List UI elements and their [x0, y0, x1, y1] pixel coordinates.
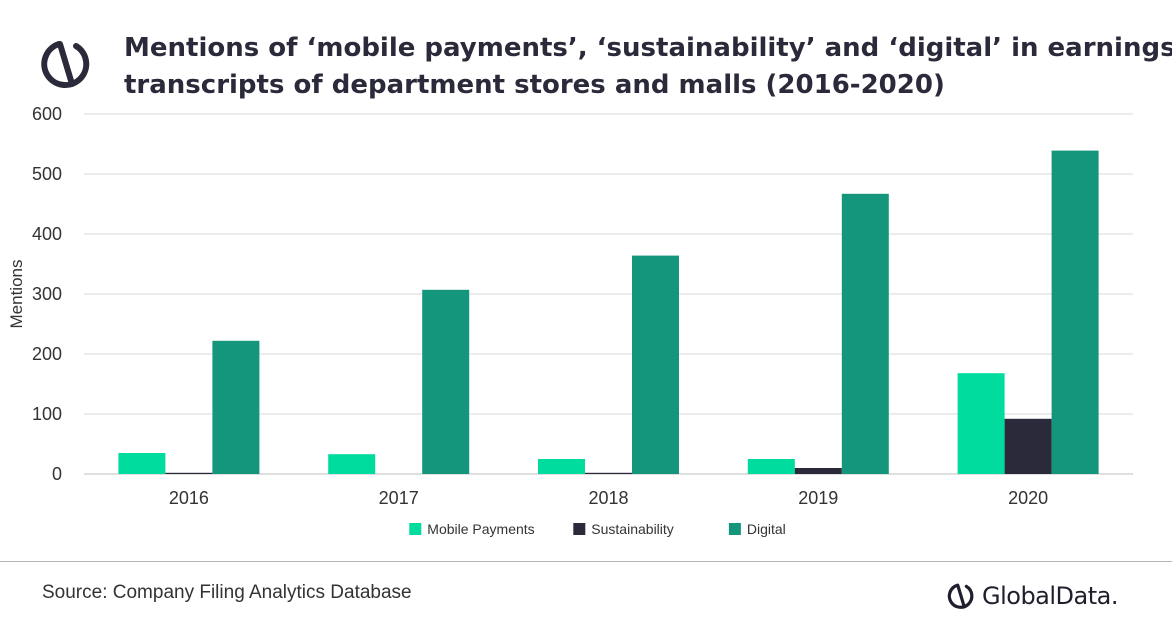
- chart-title-line-2: transcripts of department stores and mal…: [124, 70, 945, 100]
- y-tick-label: 600: [32, 104, 62, 124]
- bar-mobile-payments: [957, 373, 1005, 474]
- bar-digital: [422, 289, 470, 474]
- bar-sustainability: [1004, 418, 1052, 474]
- globaldata-logo-icon: [41, 41, 90, 89]
- chart-title-line-1: Mentions of ‘mobile payments’, ‘sustaina…: [124, 33, 1172, 63]
- footer-divider: [0, 561, 1172, 562]
- brand-name: GlobalData.: [982, 582, 1119, 610]
- bar-sustainability: [165, 472, 213, 474]
- chart-title: Mentions of ‘mobile payments’, ‘sustaina…: [124, 30, 1172, 104]
- legend-swatch: [728, 523, 741, 535]
- y-tick-label: 0: [52, 464, 62, 484]
- bar-digital: [1051, 150, 1099, 474]
- legend-label: Sustainability: [591, 521, 674, 537]
- x-tick-label: 2020: [1008, 488, 1048, 508]
- bar-digital: [632, 255, 679, 474]
- x-tick-label: 2017: [379, 488, 419, 508]
- y-tick-label: 100: [32, 404, 62, 424]
- legend-label: Digital: [747, 521, 786, 537]
- bar-mobile-payments: [538, 459, 585, 474]
- x-tick-label: 2016: [169, 488, 209, 508]
- bar-digital: [212, 340, 260, 474]
- brand-logo: GlobalData.: [946, 578, 1119, 614]
- y-tick-label: 400: [32, 224, 62, 244]
- globaldata-brand-icon: [947, 583, 974, 609]
- legend-swatch: [409, 523, 422, 535]
- x-tick-label: 2018: [588, 488, 628, 508]
- y-tick-label: 500: [32, 164, 62, 184]
- y-tick-label: 300: [32, 284, 62, 304]
- x-tick-label: 2019: [798, 488, 838, 508]
- legend-label: Mobile Payments: [427, 521, 534, 537]
- bar-sustainability: [585, 472, 632, 474]
- bar-chart: 0 100 200 300 400 500 600 Mentions 2016 2017 2018 2…: [7, 104, 1133, 537]
- y-tick-label: 200: [32, 344, 62, 364]
- bar-mobile-payments: [118, 453, 166, 474]
- y-axis-label: Mentions: [7, 260, 26, 329]
- bar-mobile-payments: [328, 454, 376, 474]
- bar-sustainability: [794, 468, 842, 474]
- bar-mobile-payments: [747, 459, 795, 474]
- legend-swatch: [573, 523, 586, 535]
- bar-digital: [841, 193, 889, 475]
- source-note: Source: Company Filing Analytics Databas…: [42, 582, 412, 603]
